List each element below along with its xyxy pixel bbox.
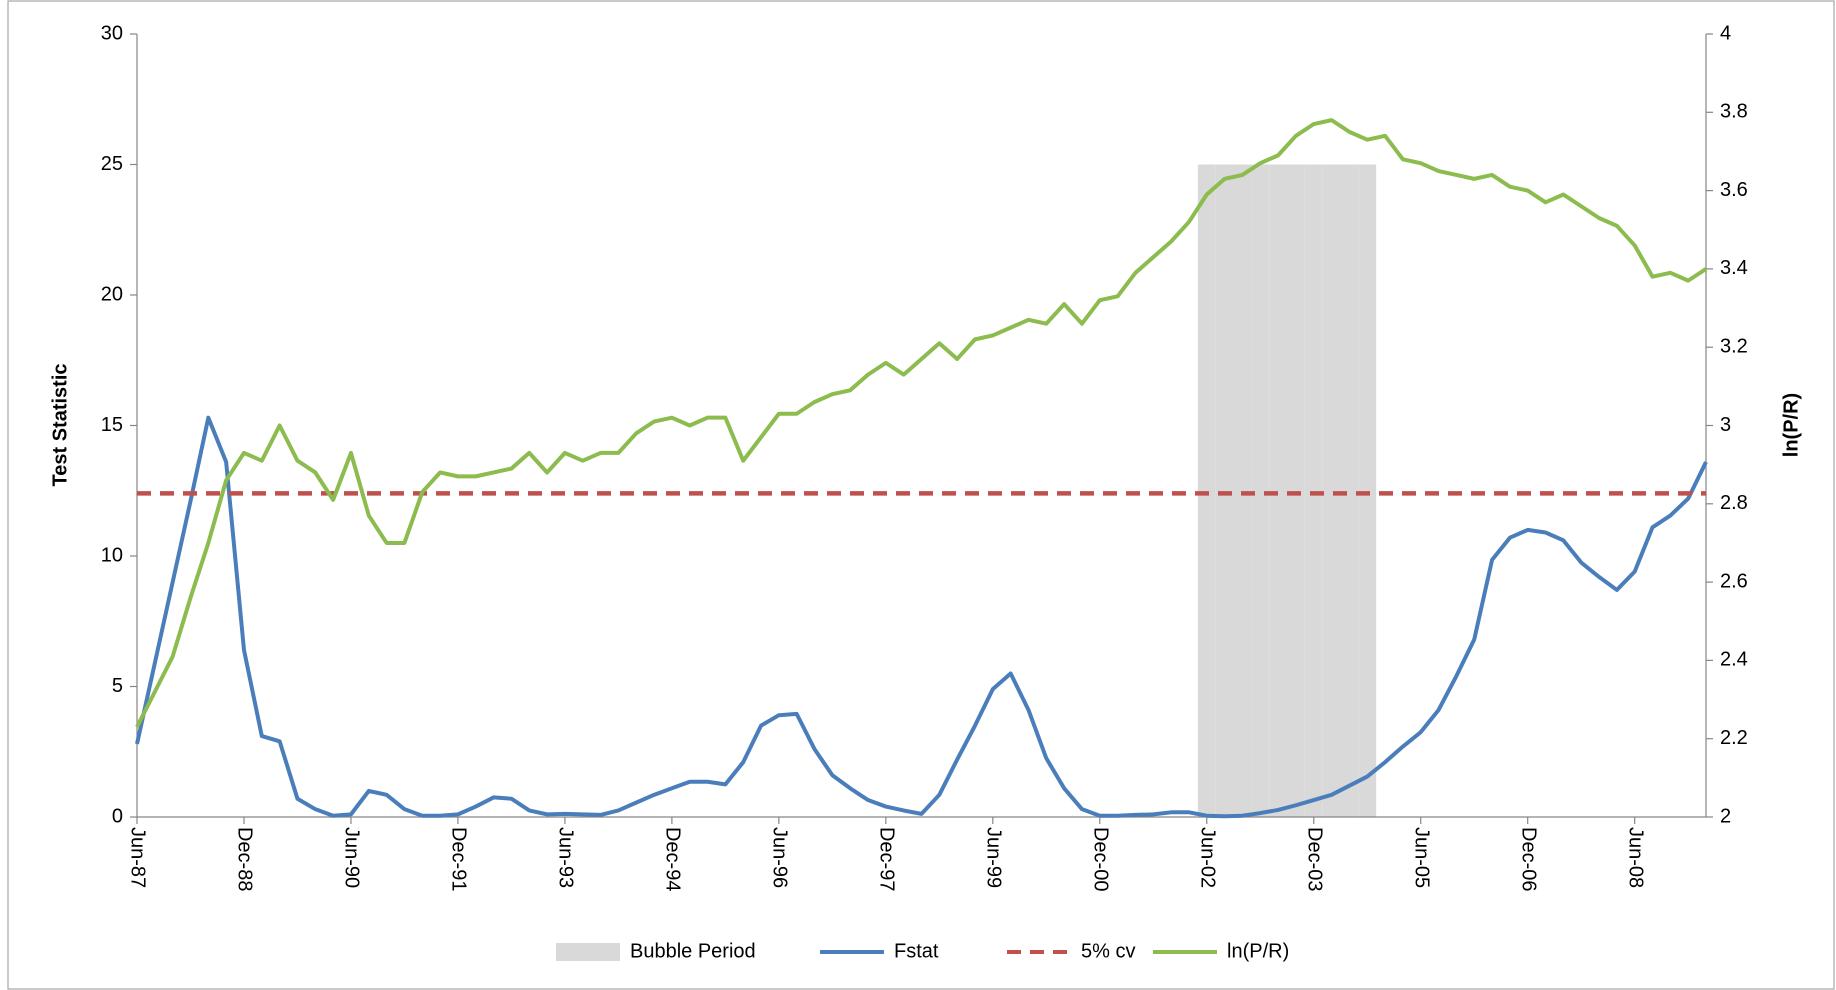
bar <box>1197 164 1216 817</box>
y2-tick-label: 3.6 <box>1720 179 1748 201</box>
line <box>135 118 1708 728</box>
bar <box>1215 164 1234 817</box>
y2-tick-label: 3 <box>1720 414 1731 436</box>
bar <box>1287 164 1305 817</box>
y-tick-label: 20 <box>101 283 123 305</box>
x-tick-label: Jun-02 <box>1196 827 1218 888</box>
line <box>135 415 1708 819</box>
bar <box>1322 164 1341 817</box>
y2-tick-label: 2.4 <box>1720 649 1748 671</box>
legend-label: Fstat <box>894 940 939 962</box>
y2-tick-label: 2.8 <box>1720 492 1748 514</box>
bar <box>1269 164 1288 817</box>
x-tick-label: Jun-87 <box>127 827 149 888</box>
x-tick-label: Jun-05 <box>1410 827 1432 888</box>
y2-tick-label: 3.8 <box>1720 101 1748 123</box>
bar <box>1233 164 1252 817</box>
x-tick-label: Dec-06 <box>1517 827 1539 891</box>
bar <box>1304 164 1323 817</box>
bar <box>1251 164 1270 817</box>
y-tick-label: 25 <box>101 153 123 175</box>
x-tick-label: Dec-94 <box>662 827 684 891</box>
legend-label: 5% cv <box>1081 940 1135 962</box>
y2-tick-label: 2.6 <box>1720 570 1748 592</box>
bar <box>1358 164 1377 817</box>
x-tick-label: Dec-03 <box>1303 827 1325 891</box>
y-tick-label: 15 <box>101 414 123 436</box>
legend-swatch <box>556 943 620 961</box>
x-tick-label: Dec-88 <box>234 827 256 891</box>
legend-label: Bubble Period <box>630 940 756 962</box>
bar <box>1340 164 1359 817</box>
y-tick-label: 0 <box>112 805 123 827</box>
x-tick-label: Jun-90 <box>341 827 363 888</box>
y2-tick-label: 2.2 <box>1720 727 1748 749</box>
x-tick-label: Dec-91 <box>448 827 470 891</box>
y2-axis-label: ln(P/R) <box>1780 393 1802 457</box>
y-tick-label: 5 <box>112 675 123 697</box>
y2-tick-label: 3.2 <box>1720 335 1748 357</box>
x-tick-label: Dec-00 <box>1090 827 1112 891</box>
legend-label: ln(P/R) <box>1227 940 1289 962</box>
x-tick-label: Jun-99 <box>983 827 1005 888</box>
y2-tick-label: 3.4 <box>1720 257 1748 279</box>
y-axis-label: Test Statistic <box>49 364 71 487</box>
x-tick-label: Jun-96 <box>769 827 791 888</box>
x-tick-label: Jun-93 <box>555 827 577 888</box>
y2-tick-label: 4 <box>1720 22 1731 44</box>
y2-tick-label: 2 <box>1720 805 1731 827</box>
x-tick-label: Jun-08 <box>1624 827 1646 888</box>
y-tick-label: 30 <box>101 22 123 44</box>
y-tick-label: 10 <box>101 544 123 566</box>
x-tick-label: Dec-97 <box>876 827 898 891</box>
